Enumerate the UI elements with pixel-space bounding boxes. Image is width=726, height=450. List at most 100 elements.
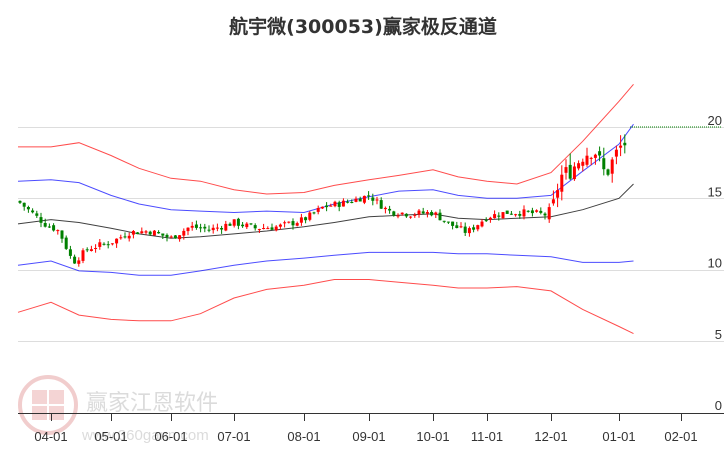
x-tick-label: 05-01 — [94, 429, 127, 444]
candle — [572, 166, 576, 180]
candle — [89, 249, 93, 251]
candle — [287, 221, 291, 223]
candle — [232, 219, 236, 226]
x-tick-label: 08-01 — [287, 429, 320, 444]
candle — [60, 230, 64, 239]
candle — [484, 220, 488, 222]
candle — [451, 221, 455, 226]
candle — [207, 229, 211, 231]
candle — [102, 243, 106, 245]
candle — [497, 215, 501, 217]
candle — [291, 221, 295, 226]
candle — [22, 202, 26, 207]
candle — [354, 198, 358, 202]
y-tick-label: 0 — [715, 398, 722, 413]
candle — [476, 225, 480, 230]
candle — [161, 233, 165, 236]
candle — [593, 154, 597, 158]
candle — [316, 208, 320, 212]
candle — [598, 151, 602, 156]
candle — [178, 235, 182, 240]
candle — [371, 197, 375, 201]
y-tick-label: 10 — [708, 256, 722, 271]
candle — [337, 202, 341, 207]
candle — [362, 195, 366, 203]
candle — [199, 227, 203, 229]
candle — [127, 235, 131, 239]
candle — [547, 207, 551, 220]
candle — [56, 230, 60, 232]
candle — [144, 231, 148, 233]
candle — [18, 200, 22, 203]
candle — [299, 217, 303, 223]
candle — [522, 209, 526, 217]
y-tick-label: 15 — [708, 184, 722, 199]
candle — [169, 236, 173, 238]
candle — [614, 149, 618, 157]
lower-inner-band — [17, 251, 634, 276]
candle — [341, 200, 345, 207]
middle-line — [17, 183, 634, 239]
candle — [375, 199, 379, 201]
candle — [98, 242, 102, 247]
candle — [564, 167, 568, 173]
x-tick-label: 10-01 — [416, 429, 449, 444]
candle — [26, 207, 30, 210]
x-tick-label: 11-01 — [471, 429, 503, 444]
candle — [312, 212, 316, 214]
candle — [568, 164, 572, 179]
candle — [43, 223, 47, 227]
candle — [228, 223, 232, 226]
candle — [186, 227, 190, 232]
candle — [379, 200, 383, 209]
candle — [530, 210, 534, 214]
candle — [152, 230, 156, 236]
candle — [409, 216, 413, 218]
x-tick-label: 12-01 — [534, 429, 567, 444]
candle — [467, 228, 471, 234]
chart-title: 航宇微(300053)赢家极反通道 — [229, 16, 497, 38]
candle — [270, 227, 274, 230]
candle — [64, 237, 68, 249]
candle — [430, 212, 434, 216]
candle — [140, 231, 144, 234]
candle — [249, 223, 253, 225]
candle — [220, 228, 224, 230]
candle — [463, 226, 467, 233]
candle — [396, 215, 400, 217]
candle — [446, 221, 450, 223]
x-tick-label: 01-01 — [602, 429, 635, 444]
candle — [581, 161, 585, 166]
candle — [182, 230, 186, 236]
candle — [472, 227, 476, 230]
candle — [434, 212, 438, 215]
candle — [320, 206, 324, 209]
candle — [165, 234, 169, 238]
y-axis-labels: 0 5 10 15 20 — [708, 113, 722, 413]
price-candles — [18, 134, 627, 267]
candle — [194, 224, 198, 228]
candle — [245, 223, 249, 228]
candle — [526, 210, 530, 212]
candle — [623, 142, 627, 146]
y-gridlines — [18, 127, 724, 342]
lower-outer-band — [17, 279, 634, 335]
candle — [610, 159, 614, 174]
candle — [543, 213, 547, 216]
channel-bands — [17, 83, 634, 335]
candle — [173, 235, 177, 239]
candle — [585, 155, 589, 165]
x-tick-label: 09-01 — [352, 429, 385, 444]
candle — [350, 202, 354, 203]
candle — [501, 212, 505, 219]
candle — [577, 163, 581, 169]
candle — [509, 213, 513, 215]
candle — [505, 210, 509, 214]
candle — [215, 227, 219, 229]
candle — [262, 228, 266, 229]
candle — [518, 214, 522, 216]
candle — [556, 190, 560, 198]
candle — [81, 250, 85, 261]
candle — [535, 210, 539, 212]
candle — [438, 212, 442, 221]
